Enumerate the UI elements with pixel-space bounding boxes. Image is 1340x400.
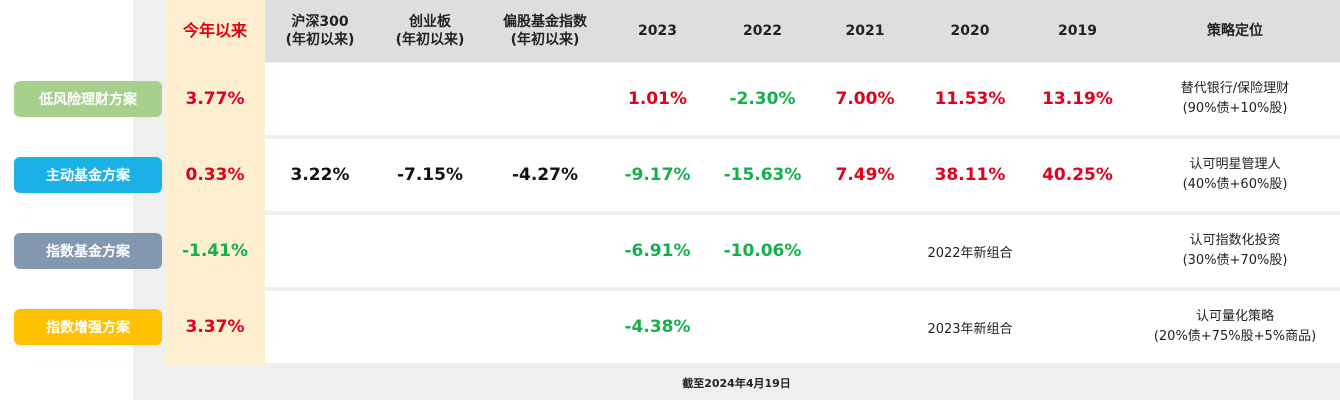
- position-allocation: (20%债+75%股+5%商品): [1153, 329, 1317, 344]
- value-y2021: 7.00%: [835, 89, 895, 109]
- value-ytd: -1.41%: [181, 241, 249, 261]
- value-y2022: -15.63%: [723, 165, 802, 185]
- position-title: 认可指数化投资: [1189, 233, 1281, 248]
- header-y2022: 2022: [710, 0, 815, 62]
- value-hs300: 3.22%: [290, 165, 350, 185]
- header-label: 2021: [845, 23, 885, 39]
- header-label: 偏股基金指数: [503, 14, 587, 30]
- header-strategy-position: 策略定位: [1130, 0, 1340, 62]
- header-y2020: 2020: [915, 0, 1025, 62]
- scheme-label-1[interactable]: 低风险理财方案: [14, 81, 162, 117]
- value-chinext: -7.15%: [396, 165, 464, 185]
- header-sublabel: (年初以来): [285, 32, 355, 48]
- header-band: [265, 0, 1340, 62]
- header-label: 2020: [950, 23, 990, 39]
- ytd-cell-bg: [165, 139, 265, 211]
- scheme-label-2[interactable]: 主动基金方案: [14, 157, 162, 193]
- header-ytd: 今年以来: [165, 0, 265, 62]
- value-y2023: 1.01%: [628, 89, 687, 109]
- position-title: 认可明星管理人: [1189, 157, 1281, 172]
- strategy-position: 认可量化策略 (20%债+75%股+5%商品): [1130, 290, 1340, 364]
- position-allocation: (90%债+10%股): [1182, 101, 1288, 116]
- header-equity-fund-index: 偏股基金指数 (年初以来): [485, 0, 605, 62]
- position-title: 认可量化策略: [1195, 309, 1274, 324]
- value-y2023: -9.17%: [624, 165, 691, 185]
- value-y2020: 2023年新组合: [927, 321, 1013, 337]
- value-y2023: -6.91%: [624, 241, 691, 261]
- value-y2021: 7.49%: [835, 165, 895, 185]
- strategy-position: 替代银行/保险理财 (90%债+10%股): [1130, 62, 1340, 136]
- table-row: [265, 215, 1340, 287]
- value-ytd: 0.33%: [185, 165, 245, 185]
- header-y2021: 2021: [815, 0, 915, 62]
- scheme-label-4[interactable]: 指数增强方案: [14, 309, 162, 345]
- header-label: 2023: [638, 23, 677, 39]
- value-y2020: 38.11%: [934, 165, 1006, 185]
- header-y2023: 2023: [605, 0, 710, 62]
- ytd-cell-bg: [165, 291, 265, 363]
- header-label: 创业板: [409, 14, 451, 30]
- header-sublabel: (年初以来): [395, 32, 465, 48]
- table-row: [265, 291, 1340, 363]
- value-y2023: -4.38%: [624, 317, 691, 337]
- header-y2019: 2019: [1025, 0, 1130, 62]
- header-label: 沪深300: [291, 14, 349, 30]
- value-y2019: 40.25%: [1042, 165, 1113, 185]
- value-y2019: 13.19%: [1042, 89, 1113, 109]
- header-label: 策略定位: [1207, 23, 1263, 39]
- value-y2020: 11.53%: [934, 89, 1006, 109]
- value-equity-fund-index: -4.27%: [511, 165, 579, 185]
- table-row: [265, 63, 1340, 135]
- value-ytd: 3.37%: [185, 317, 245, 337]
- table-row: [265, 139, 1340, 211]
- scheme-label-3[interactable]: 指数基金方案: [14, 233, 162, 269]
- value-y2020: 2022年新组合: [927, 245, 1013, 261]
- position-allocation: (30%债+70%股): [1182, 253, 1288, 268]
- header-label: 今年以来: [182, 21, 247, 40]
- as-of-date: 截至2024年4月19日: [682, 377, 791, 390]
- value-y2022: -2.30%: [729, 89, 796, 109]
- strategy-position: 认可指数化投资 (30%债+70%股): [1130, 214, 1340, 288]
- header-label: 2019: [1058, 23, 1097, 39]
- value-ytd: 3.77%: [185, 89, 245, 109]
- header-chinext: 创业板 (年初以来): [375, 0, 485, 62]
- strategy-position: 认可明星管理人 (40%债+60%股): [1130, 138, 1340, 212]
- header-hs300: 沪深300 (年初以来): [265, 0, 375, 62]
- header-sublabel: (年初以来): [510, 32, 580, 48]
- ytd-cell-bg: [165, 215, 265, 287]
- ytd-cell-bg: [165, 63, 265, 135]
- header-label: 2022: [743, 23, 782, 39]
- value-y2022: -10.06%: [723, 241, 802, 261]
- position-title: 替代银行/保险理财: [1180, 81, 1290, 96]
- position-allocation: (40%债+60%股): [1182, 177, 1288, 192]
